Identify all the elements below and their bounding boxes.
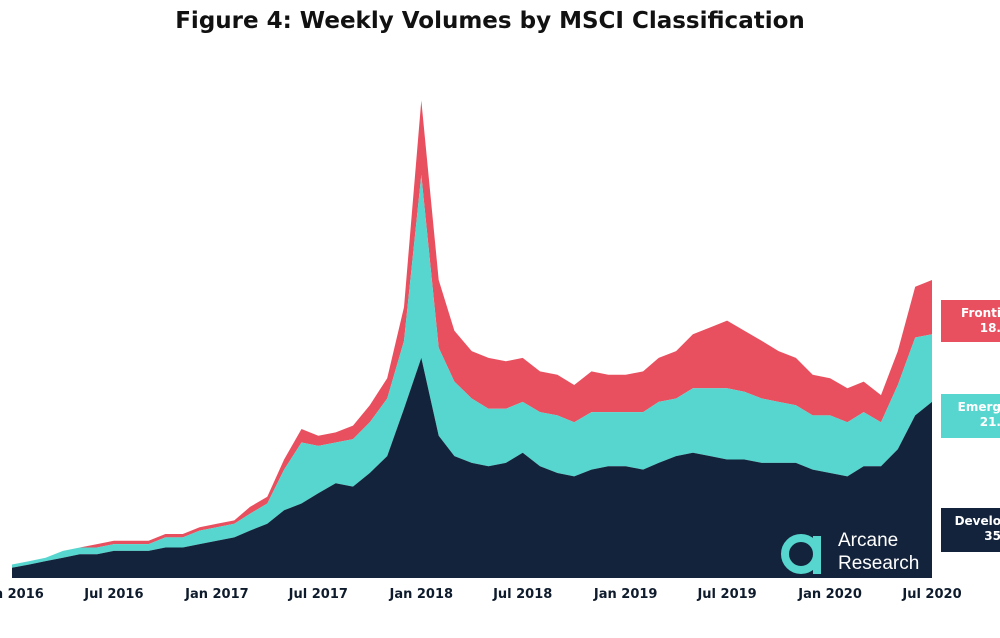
logo-text-line2: Research (838, 553, 920, 574)
x-tick-label: Jul 2019 (696, 587, 756, 602)
x-tick-label: Jul 2018 (492, 587, 552, 602)
developed-label-value: 35 (984, 529, 1000, 543)
frontier-label-name: Fronti (961, 306, 1000, 320)
area-layers (12, 100, 932, 578)
frontier-label: Fronti 18. (941, 300, 1000, 342)
logo-text-line1: Arcane (838, 530, 899, 551)
logo-text: Arcane Research (838, 529, 919, 575)
emerging-label: Emerg 21. (941, 394, 1000, 438)
x-tick-label: Jan 2016 (0, 587, 44, 602)
arcane-logo-icon (781, 534, 821, 574)
arcane-research-logo: Arcane Research (778, 527, 938, 579)
x-tick-label: Jan 2017 (184, 587, 249, 602)
x-tick-label: Jul 2016 (83, 587, 143, 602)
x-tick-label: Jan 2020 (797, 587, 862, 602)
chart-title: Figure 4: Weekly Volumes by MSCI Classif… (175, 8, 805, 34)
emerging-label-name: Emerg (957, 400, 1000, 414)
x-tick-label: Jan 2019 (593, 587, 658, 602)
emerging-label-value: 21. (979, 415, 1000, 429)
developed-label-name: Develo (954, 514, 1000, 528)
x-tick-label: Jul 2020 (901, 587, 961, 602)
x-tick-label: Jan 2018 (389, 587, 454, 602)
x-axis-ticks: Jan 2016 Jul 2016 Jan 2017 Jul 2017 Jan 2018… (0, 587, 962, 602)
x-tick-label: Jul 2017 (288, 587, 348, 602)
series-area-developed (12, 357, 932, 578)
developed-label: Develo 35 (941, 508, 1000, 552)
frontier-label-value: 18. (979, 321, 1000, 335)
